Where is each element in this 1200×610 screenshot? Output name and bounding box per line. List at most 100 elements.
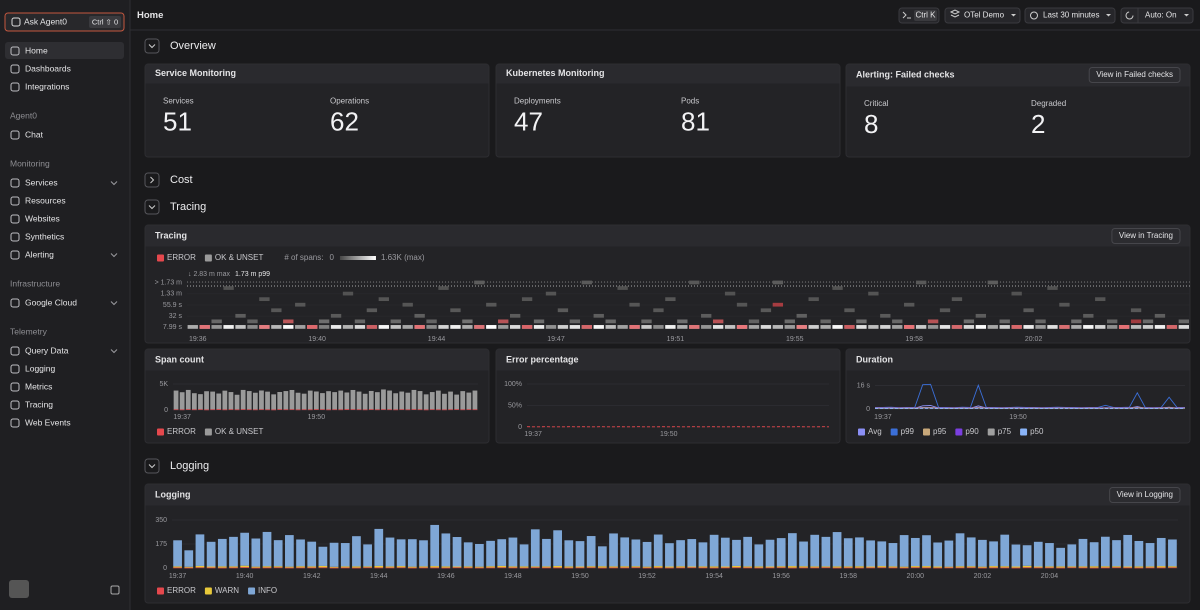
bar-segment xyxy=(240,409,246,410)
bar-segment xyxy=(486,566,495,568)
bar-segment xyxy=(368,409,374,410)
bar-segment xyxy=(1123,567,1133,569)
card xyxy=(495,63,841,158)
bar-segment xyxy=(307,566,317,568)
panel-button[interactable]: View in Tracing xyxy=(1119,231,1173,240)
nav-item[interactable]: Home xyxy=(25,45,48,55)
layers-icon xyxy=(949,9,961,18)
x-tick-label: 19:58 xyxy=(839,573,857,580)
bar-segment xyxy=(989,566,998,568)
section-title[interactable]: Logging xyxy=(170,460,209,472)
stat-label: Pods xyxy=(681,97,699,106)
ask-agent-label[interactable]: Ask Agent0 xyxy=(24,16,67,26)
bar-segment xyxy=(653,566,663,568)
bar-segment xyxy=(405,392,411,410)
heatmap-cell xyxy=(617,325,628,329)
time-range-select[interactable] xyxy=(1024,7,1116,24)
bar-segment xyxy=(301,409,307,411)
nav-item[interactable]: Chat xyxy=(25,129,44,139)
section-title[interactable]: Cost xyxy=(170,174,193,186)
bar-segment xyxy=(1011,544,1021,567)
panel-button-frame[interactable] xyxy=(1109,487,1181,503)
section-toggle[interactable] xyxy=(144,38,160,54)
x-tick-label: 19:51 xyxy=(667,336,685,343)
bar-segment xyxy=(352,566,361,568)
nav-item[interactable]: Dashboards xyxy=(25,63,71,73)
scale-min: 0 xyxy=(329,253,334,262)
nav-item[interactable]: Websites xyxy=(25,213,60,223)
nav-item[interactable]: Query Data xyxy=(25,345,69,355)
nav-item[interactable]: Logging xyxy=(25,363,56,373)
environment-select[interactable] xyxy=(944,7,1021,24)
bar-segment xyxy=(486,540,495,567)
bar-segment xyxy=(179,392,185,410)
bar-segment xyxy=(229,567,238,569)
bar-segment xyxy=(396,567,406,569)
bar-segment xyxy=(709,567,719,569)
bar-segment xyxy=(340,567,350,569)
bar-segment xyxy=(966,566,976,568)
bar-segment xyxy=(732,565,741,568)
page-title: Home xyxy=(137,10,163,21)
section-title[interactable]: Tracing xyxy=(170,201,206,213)
heatmap-cell xyxy=(521,297,533,302)
nav-item[interactable]: Services xyxy=(25,177,58,187)
nav-item[interactable]: Alerting xyxy=(25,249,54,259)
bar-segment xyxy=(173,566,182,568)
bar-segment xyxy=(922,535,931,567)
legend-swatch xyxy=(955,428,963,436)
heatmap-cell xyxy=(307,325,318,329)
bar-segment xyxy=(575,541,585,567)
nav-item[interactable]: Metrics xyxy=(25,381,52,391)
nav-item[interactable]: Google Cloud xyxy=(25,297,77,307)
section-toggle[interactable] xyxy=(144,172,160,188)
bar-segment xyxy=(206,541,216,567)
nav-icon xyxy=(10,196,20,206)
collapse-sidebar[interactable] xyxy=(110,585,120,595)
nav-item[interactable]: Resources xyxy=(25,195,66,205)
section-toggle[interactable] xyxy=(144,199,160,215)
heatmap-cell xyxy=(760,308,772,313)
refresh-select[interactable] xyxy=(1120,7,1194,24)
heatmap-cell xyxy=(402,325,413,329)
heatmap-cell xyxy=(271,308,282,313)
bar-segment xyxy=(1100,536,1110,567)
bar-segment xyxy=(441,567,451,569)
panel-header xyxy=(145,225,1190,247)
heatmap-cell xyxy=(939,325,951,329)
section-title[interactable]: Overview xyxy=(170,40,216,52)
bar-segment xyxy=(530,566,540,568)
bar-segment xyxy=(966,537,976,567)
section-toggle[interactable] xyxy=(144,458,160,474)
bar-segment xyxy=(430,567,440,569)
panel-button[interactable]: View in Logging xyxy=(1117,490,1173,499)
refresh[interactable]: Auto: On xyxy=(1145,11,1177,20)
nav-item[interactable]: Synthetics xyxy=(25,231,64,241)
bar-segment xyxy=(350,409,356,411)
panel-button-frame[interactable] xyxy=(1111,228,1181,244)
avatar[interactable] xyxy=(9,580,29,598)
heatmap-cell xyxy=(366,308,378,313)
stat-label: Degraded xyxy=(1031,99,1066,108)
bar-segment xyxy=(385,566,395,568)
bar-segment xyxy=(497,539,507,566)
nav-item[interactable]: Web Events xyxy=(25,417,71,427)
bar-segment xyxy=(259,409,264,411)
nav-item[interactable]: Tracing xyxy=(25,399,53,409)
nav-icon xyxy=(10,64,20,74)
card-button[interactable]: View in Failed checks xyxy=(1096,70,1173,79)
card-button-frame[interactable] xyxy=(1088,67,1181,83)
nav-item[interactable]: Integrations xyxy=(25,81,69,91)
x-tick-label: 19:36 xyxy=(189,336,207,343)
environment[interactable]: OTel Demo xyxy=(964,11,1005,20)
dropdown-caret xyxy=(1011,14,1016,17)
nav-icon xyxy=(10,298,20,308)
bar-segment xyxy=(788,567,797,569)
heatmap-cell xyxy=(677,325,688,329)
time-range[interactable]: Last 30 minutes xyxy=(1043,11,1099,20)
heatmap-cell xyxy=(975,325,987,329)
heatmap-cell xyxy=(342,325,354,329)
bar-segment xyxy=(1011,566,1021,568)
bar-segment xyxy=(1056,567,1065,569)
bar-segment xyxy=(340,566,350,568)
